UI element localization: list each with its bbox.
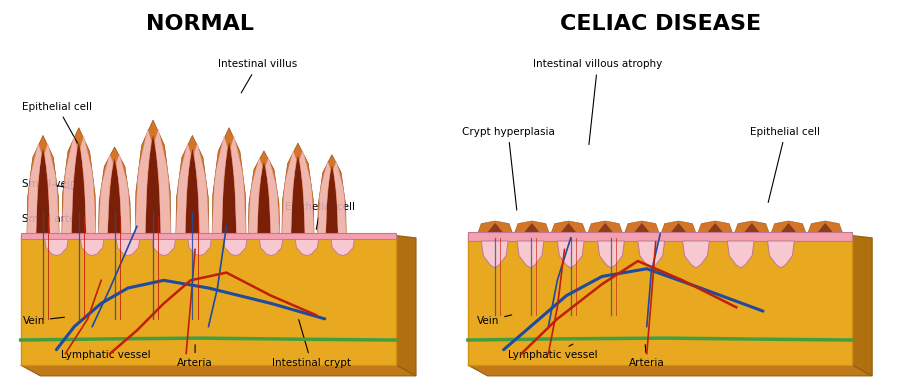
Polygon shape [557, 241, 584, 268]
Polygon shape [107, 158, 122, 236]
Text: NORMAL: NORMAL [146, 14, 254, 34]
Polygon shape [152, 239, 176, 256]
Polygon shape [21, 236, 396, 365]
Polygon shape [62, 136, 77, 236]
Polygon shape [727, 241, 754, 268]
Polygon shape [98, 154, 112, 236]
Polygon shape [705, 223, 725, 236]
Polygon shape [291, 155, 305, 236]
Polygon shape [212, 128, 246, 236]
Polygon shape [333, 161, 346, 236]
Polygon shape [145, 135, 161, 236]
Polygon shape [248, 158, 262, 236]
Polygon shape [81, 136, 95, 236]
Polygon shape [282, 151, 296, 236]
Text: Vein: Vein [22, 316, 65, 326]
Polygon shape [482, 241, 508, 268]
Polygon shape [295, 239, 319, 256]
Polygon shape [116, 239, 140, 256]
Polygon shape [135, 129, 151, 236]
Polygon shape [248, 151, 280, 236]
Polygon shape [318, 155, 346, 236]
Polygon shape [98, 147, 130, 236]
Polygon shape [259, 239, 283, 256]
Polygon shape [81, 239, 104, 256]
Polygon shape [734, 221, 770, 236]
Polygon shape [185, 149, 200, 236]
Polygon shape [468, 236, 852, 365]
Text: Intestinal crypt: Intestinal crypt [272, 319, 351, 368]
Polygon shape [468, 232, 852, 241]
Polygon shape [852, 236, 872, 376]
Text: Small artery: Small artery [22, 213, 86, 228]
Polygon shape [188, 239, 212, 256]
Polygon shape [624, 221, 661, 236]
Polygon shape [326, 165, 338, 236]
Polygon shape [669, 223, 689, 236]
Polygon shape [62, 128, 95, 236]
Polygon shape [550, 221, 587, 236]
Polygon shape [27, 135, 59, 236]
Polygon shape [194, 143, 209, 236]
Polygon shape [282, 143, 314, 236]
Polygon shape [27, 143, 41, 236]
Polygon shape [768, 241, 795, 268]
Polygon shape [45, 143, 59, 236]
Polygon shape [770, 221, 807, 236]
Text: Intestinal villous atrophy: Intestinal villous atrophy [533, 59, 662, 145]
Polygon shape [518, 241, 544, 268]
Polygon shape [135, 120, 171, 236]
Polygon shape [396, 236, 416, 376]
Polygon shape [697, 221, 734, 236]
Polygon shape [522, 223, 542, 236]
Polygon shape [212, 136, 228, 236]
Text: Epithelial cell: Epithelial cell [751, 127, 821, 203]
Polygon shape [36, 149, 50, 236]
Polygon shape [45, 239, 68, 256]
Polygon shape [661, 221, 697, 236]
Text: Lymphatic vessel: Lymphatic vessel [508, 344, 598, 361]
Text: Lymphatic vessel: Lymphatic vessel [61, 344, 150, 361]
Polygon shape [221, 142, 237, 236]
Polygon shape [632, 223, 652, 236]
Polygon shape [815, 223, 835, 236]
Polygon shape [300, 151, 314, 236]
Polygon shape [595, 223, 616, 236]
Polygon shape [116, 154, 130, 236]
Polygon shape [807, 221, 843, 236]
Polygon shape [176, 135, 209, 236]
Polygon shape [598, 241, 625, 268]
Text: Arteria: Arteria [177, 345, 213, 368]
Text: Arteria: Arteria [629, 345, 665, 368]
Text: CELIAC DISEASE: CELIAC DISEASE [560, 14, 760, 34]
Polygon shape [155, 129, 171, 236]
Polygon shape [468, 365, 872, 376]
Text: Epithelial cell: Epithelial cell [285, 202, 356, 230]
Polygon shape [638, 241, 665, 268]
Polygon shape [558, 223, 579, 236]
Text: Crypt hyperplasia: Crypt hyperplasia [462, 127, 554, 210]
Polygon shape [71, 142, 86, 236]
Polygon shape [742, 223, 762, 236]
Text: Epithelial cell: Epithelial cell [22, 102, 93, 143]
Polygon shape [514, 221, 550, 236]
Text: Intestinal villus: Intestinal villus [218, 59, 297, 93]
Polygon shape [21, 365, 416, 376]
Polygon shape [318, 161, 330, 236]
Polygon shape [331, 239, 355, 256]
Polygon shape [682, 241, 709, 268]
Polygon shape [778, 223, 799, 236]
Polygon shape [485, 223, 506, 236]
Polygon shape [231, 136, 246, 236]
Polygon shape [477, 221, 514, 236]
Polygon shape [224, 239, 247, 256]
Text: Vein: Vein [477, 315, 512, 326]
Polygon shape [587, 221, 624, 236]
Polygon shape [176, 143, 191, 236]
Text: Small vein: Small vein [22, 179, 77, 189]
Polygon shape [21, 233, 396, 239]
Polygon shape [266, 158, 280, 236]
Polygon shape [257, 162, 271, 236]
